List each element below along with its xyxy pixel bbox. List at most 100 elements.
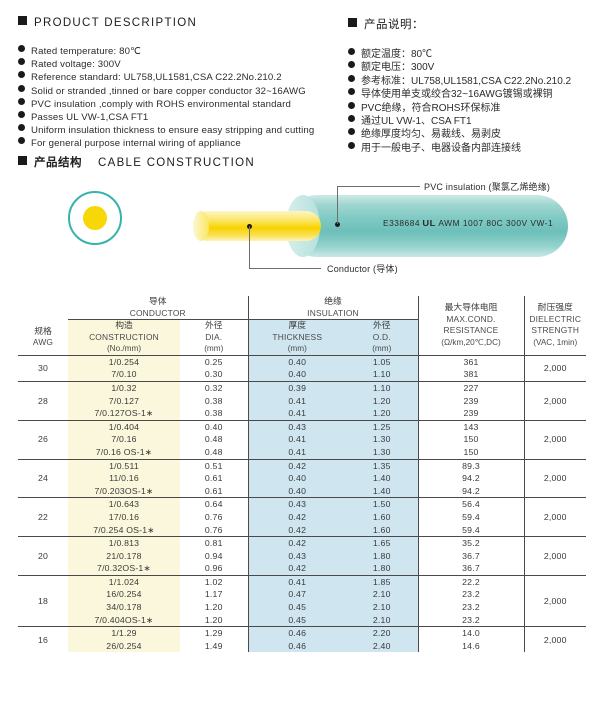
cable-insulation-body: [286, 195, 568, 257]
cell-od: 1.05 1.10: [346, 354, 418, 382]
dot-bullet-icon: [348, 88, 355, 96]
conductor-leader-horizontal: [249, 268, 321, 269]
product-description-en-list: Rated temperature: 80℃ Rated voltage: 30…: [18, 45, 314, 151]
list-item: Passes UL VW-1,CSA FT1: [18, 111, 308, 124]
column-header-construction: 构造 CONSTRUCTION (No./mm): [68, 319, 180, 356]
list-item: Rated voltage: 300V: [18, 58, 308, 71]
cell-dielectric: 2,000: [523, 536, 586, 576]
product-description-cn-list: 额定温度：80℃ 额定电压：300V 参考标准：UL758,UL1581,CSA…: [348, 48, 598, 155]
dot-bullet-icon: [348, 141, 355, 149]
list-item: Uniform insulation thickness to ensure e…: [18, 124, 314, 137]
dot-bullet-icon: [348, 61, 355, 69]
list-item: PVC绝缘，符合ROHS环保标准: [348, 101, 598, 115]
cell-thickness: 0.43 0.42 0.42: [247, 497, 346, 537]
table-row: 24 1/0.511 11/0.16 7/0.203OS-1∗ 0.51 0.6…: [18, 458, 586, 498]
list-item: 绝缘厚度均匀、易裁线、易剥皮: [348, 128, 598, 141]
cell-dia: 1.02 1.17 1.20 1.20: [180, 574, 248, 627]
list-item: PVC insulation ,comply with ROHS environ…: [18, 97, 308, 111]
cell-thickness: 0.46 0.46: [247, 626, 346, 653]
table-row: 20 1/0.813 21/0.178 7/0.32OS-1∗ 0.81 0.9…: [18, 536, 586, 576]
product-description-cn-title-text: 产品说明：: [364, 19, 424, 31]
cell-dia: 0.25 0.30: [180, 354, 248, 382]
cell-thickness: 0.41 0.47 0.45 0.45: [247, 574, 346, 627]
cross-section-insulation-ring: [68, 191, 122, 245]
cell-resistance: 361 381: [417, 354, 524, 382]
cell-dia: 1.29 1.49: [180, 626, 248, 653]
product-description-en-block: PRODUCT DESCRIPTION Rated temperature: 8…: [18, 16, 314, 151]
group-header-spacer: [18, 296, 68, 320]
list-item: Solid or stranded ,tinned or bare copper…: [18, 84, 308, 98]
cell-construction: 1/0.404 7/0.16 7/0.16 OS-1∗: [68, 419, 180, 460]
cell-dielectric: 2,000: [523, 380, 586, 421]
table-row: 26 1/0.404 7/0.16 7/0.16 OS-1∗ 0.40 0.48…: [18, 419, 586, 460]
square-bullet-icon: [18, 156, 27, 165]
product-description-cn-title: 产品说明：: [348, 16, 598, 32]
cell-od: 1.65 1.80 1.80: [346, 536, 418, 576]
column-header-dielectric: 耐压强度 DIELECTRIC STRENGTH (VAC, 1min): [523, 296, 586, 356]
cell-awg: 28: [18, 380, 68, 421]
list-item: 通过UL VW-1、CSA FT1: [348, 115, 598, 128]
product-description-en-title: PRODUCT DESCRIPTION: [18, 16, 308, 29]
dot-bullet-icon: [348, 74, 355, 82]
cell-resistance: 89.3 94.2 94.2: [417, 458, 524, 498]
insulation-leader-vertical: [337, 186, 338, 224]
conductor-leader-vertical: [249, 226, 250, 269]
cell-awg: 30: [18, 354, 68, 382]
cell-awg: 24: [18, 458, 68, 498]
insulation-leader-dot: [335, 222, 340, 227]
list-item: 参考标准：UL758,UL1581,CSA C22.2No.210.2: [348, 74, 598, 88]
dot-bullet-icon: [18, 124, 25, 132]
dot-bullet-icon: [18, 84, 25, 92]
marking-file-number: E338684: [383, 218, 421, 228]
table-group-header-row: 导体 CONDUCTOR 绝缘 INSULATION 最大导体电阻 MAX.CO…: [18, 296, 586, 356]
marking-rating-text: AWM 1007 80C 300V VW-1: [438, 218, 554, 228]
cell-od: 1.85 2.10 2.10 2.10: [346, 574, 418, 627]
cell-resistance: 35.2 36.7 36.7: [417, 536, 524, 576]
cell-construction: 1/0.32 7/0.127 7/0.127OS-1∗: [68, 380, 180, 421]
product-description-en-title-text: PRODUCT DESCRIPTION: [34, 17, 198, 29]
list-item: Reference standard: UL758,UL1581,CSA C22…: [18, 71, 308, 84]
dot-bullet-icon: [348, 115, 355, 123]
cell-od: 1.25 1.30 1.30: [346, 419, 418, 460]
cell-awg: 26: [18, 419, 68, 460]
square-bullet-icon: [18, 16, 27, 25]
table-row: 18 1/1.024 16/0.254 34/0.178 7/0.404OS-1…: [18, 574, 586, 627]
table-row: 28 1/0.32 7/0.127 7/0.127OS-1∗ 0.32 0.38…: [18, 380, 586, 421]
cell-thickness: 0.42 0.43 0.42: [247, 536, 346, 576]
cell-construction: 1/0.254 7/0.10: [68, 354, 180, 382]
column-header-thickness: 厚度 THICKNESS (mm): [247, 319, 346, 356]
dot-bullet-icon: [18, 71, 25, 79]
list-item: 额定电压：300V: [348, 61, 598, 74]
cell-construction: 1/0.511 11/0.16 7/0.203OS-1∗: [68, 458, 180, 498]
dot-bullet-icon: [18, 58, 25, 66]
cell-od: 2.20 2.40: [346, 626, 418, 653]
dot-bullet-icon: [348, 128, 355, 136]
cell-thickness: 0.40 0.40: [247, 354, 346, 382]
cell-od: 1.35 1.40 1.40: [346, 458, 418, 498]
cell-dia: 0.32 0.38 0.38: [180, 380, 248, 421]
cell-dia: 0.64 0.76 0.76: [180, 497, 248, 537]
cell-dia: 0.40 0.48 0.48: [180, 419, 248, 460]
cell-awg: 22: [18, 497, 68, 537]
cell-resistance: 143 150 150: [417, 419, 524, 460]
cell-construction: 1/0.813 21/0.178 7/0.32OS-1∗: [68, 536, 180, 576]
cell-dielectric: 2,000: [523, 354, 586, 382]
cell-dielectric: 2,000: [523, 497, 586, 537]
ul-logo-icon: UL: [422, 218, 437, 228]
cell-construction: 1/1.024 16/0.254 34/0.178 7/0.404OS-1∗: [68, 574, 180, 627]
column-header-od: 外径 O.D. (mm): [346, 319, 418, 356]
list-item: 额定温度：80℃: [348, 48, 598, 61]
cell-resistance: 227 239 239: [417, 380, 524, 421]
cross-section-conductor-core: [83, 206, 107, 230]
cable-conductor-end-cap: [193, 211, 209, 241]
conductor-leader-label: Conductor (导体): [327, 264, 398, 274]
cell-od: 1.50 1.60 1.60: [346, 497, 418, 537]
cell-od: 1.10 1.20 1.20: [346, 380, 418, 421]
dot-bullet-icon: [18, 111, 25, 119]
table-row: 30 1/0.254 7/0.10 0.25 0.30 0.40 0.40 1.…: [18, 354, 586, 382]
dot-bullet-icon: [348, 101, 355, 109]
dot-bullet-icon: [18, 97, 25, 105]
cable-surface-marking: E338684 UL AWM 1007 80C 300V VW-1: [383, 218, 553, 228]
dot-bullet-icon: [18, 137, 25, 145]
cell-dia: 0.51 0.61 0.61: [180, 458, 248, 498]
